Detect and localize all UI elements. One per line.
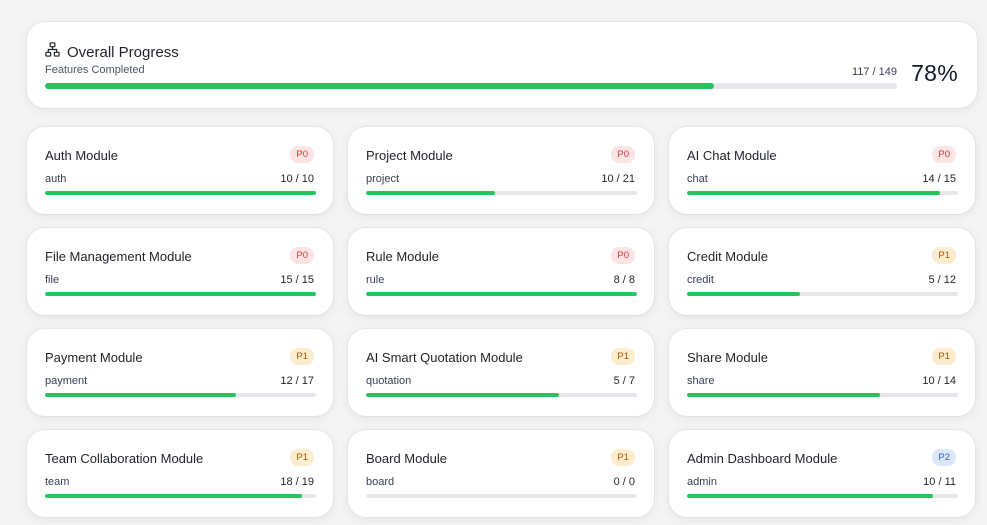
- module-name: AI Smart Quotation Module: [366, 350, 523, 365]
- module-progress-fill: [45, 191, 316, 195]
- module-card[interactable]: Payment Module P1 payment 12 / 17: [27, 329, 333, 416]
- module-progress-bar: [687, 292, 958, 296]
- module-progress-bar: [366, 292, 637, 296]
- module-count: 5 / 12: [928, 274, 956, 286]
- module-key: board: [366, 476, 395, 488]
- priority-badge: P1: [611, 348, 635, 365]
- module-progress-bar: [45, 494, 316, 498]
- module-progress-bar: [366, 393, 637, 397]
- module-count: 10 / 21: [601, 173, 635, 185]
- overall-percent: 78%: [911, 60, 958, 86]
- module-progress-fill: [366, 292, 637, 296]
- module-name: Project Module: [366, 148, 453, 163]
- priority-badge: P0: [290, 146, 314, 163]
- module-key: admin: [687, 476, 717, 488]
- module-card[interactable]: AI Chat Module P0 chat 14 / 15: [669, 127, 975, 214]
- module-key: quotation: [366, 375, 412, 387]
- module-count: 10 / 11: [923, 476, 956, 488]
- module-card[interactable]: Admin Dashboard Module P2 admin 10 / 11: [669, 430, 975, 517]
- module-card[interactable]: Share Module P1 share 10 / 14: [669, 329, 975, 416]
- overall-count: 117 / 149: [851, 66, 897, 78]
- module-name: Admin Dashboard Module: [687, 451, 838, 466]
- module-count: 15 / 15: [280, 274, 314, 286]
- sitemap-icon: [45, 42, 60, 62]
- module-count: 8 / 8: [613, 274, 635, 286]
- overall-progress-fill: [45, 83, 714, 89]
- module-key: rule: [366, 274, 385, 286]
- priority-badge: P1: [611, 449, 635, 466]
- module-progress-bar: [366, 191, 637, 195]
- module-name: Auth Module: [45, 148, 118, 163]
- module-card[interactable]: Credit Module P1 credit 5 / 12: [669, 228, 975, 315]
- module-progress-fill: [45, 292, 316, 296]
- module-card[interactable]: Board Module P1 board 0 / 0: [348, 430, 654, 517]
- module-count: 18 / 19: [280, 476, 314, 488]
- overall-title: Overall Progress: [67, 43, 179, 61]
- priority-badge: P0: [932, 146, 956, 163]
- module-key: payment: [45, 375, 88, 387]
- module-card[interactable]: Auth Module P0 auth 10 / 10: [27, 127, 333, 214]
- module-count: 14 / 15: [922, 173, 956, 185]
- module-progress-fill: [687, 494, 934, 498]
- module-progress-bar: [687, 494, 958, 498]
- priority-badge: P1: [290, 449, 314, 466]
- module-key: file: [45, 274, 60, 286]
- module-progress-bar: [45, 292, 316, 296]
- module-key: share: [687, 375, 715, 387]
- module-card[interactable]: AI Smart Quotation Module P1 quotation 5 / …: [348, 329, 654, 416]
- module-progress-bar: [45, 393, 316, 397]
- overall-progress-card: Overall Progress Features Completed 117 …: [27, 22, 977, 108]
- module-progress-fill: [366, 393, 560, 397]
- overall-title-row: Overall Progress: [45, 42, 179, 62]
- module-count: 0 / 0: [613, 476, 635, 488]
- module-key: auth: [45, 173, 67, 185]
- module-progress-fill: [687, 191, 940, 195]
- module-name: Rule Module: [366, 249, 439, 264]
- module-progress-bar: [687, 393, 958, 397]
- priority-badge: P1: [932, 247, 956, 264]
- priority-badge: P1: [932, 348, 956, 365]
- module-key: team: [45, 476, 70, 488]
- module-count: 10 / 14: [922, 375, 956, 387]
- module-name: AI Chat Module: [687, 148, 777, 163]
- overall-subtitle: Features Completed: [45, 64, 145, 76]
- module-progress-fill: [45, 494, 302, 498]
- module-name: Payment Module: [45, 350, 143, 365]
- module-card[interactable]: Team Collaboration Module P1 team 18 / 19: [27, 430, 333, 517]
- module-count: 5 / 7: [613, 375, 635, 387]
- priority-badge: P0: [611, 247, 635, 264]
- module-key: credit: [687, 274, 714, 286]
- priority-badge: P1: [290, 348, 314, 365]
- priority-badge: P0: [290, 247, 314, 264]
- module-key: project: [366, 173, 400, 185]
- module-count: 10 / 10: [280, 173, 314, 185]
- module-progress-fill: [687, 393, 881, 397]
- module-name: Board Module: [366, 451, 447, 466]
- module-name: Team Collaboration Module: [45, 451, 204, 466]
- module-progress-bar: [366, 494, 637, 498]
- module-progress-fill: [366, 191, 495, 195]
- priority-badge: P2: [932, 449, 956, 466]
- module-card[interactable]: Project Module P0 project 10 / 21: [348, 127, 654, 214]
- module-progress-fill: [45, 393, 237, 397]
- module-name: Credit Module: [687, 249, 768, 264]
- priority-badge: P0: [611, 146, 635, 163]
- module-card[interactable]: File Management Module P0 file 15 / 15: [27, 228, 333, 315]
- module-progress-bar: [687, 191, 958, 195]
- module-name: Share Module: [687, 350, 768, 365]
- module-progress-fill: [687, 292, 800, 296]
- module-name: File Management Module: [45, 249, 192, 264]
- module-key: chat: [687, 173, 708, 185]
- module-progress-bar: [45, 191, 316, 195]
- module-count: 12 / 17: [280, 375, 314, 387]
- overall-progress-bar: [45, 83, 897, 89]
- module-card[interactable]: Rule Module P0 rule 8 / 8: [348, 228, 654, 315]
